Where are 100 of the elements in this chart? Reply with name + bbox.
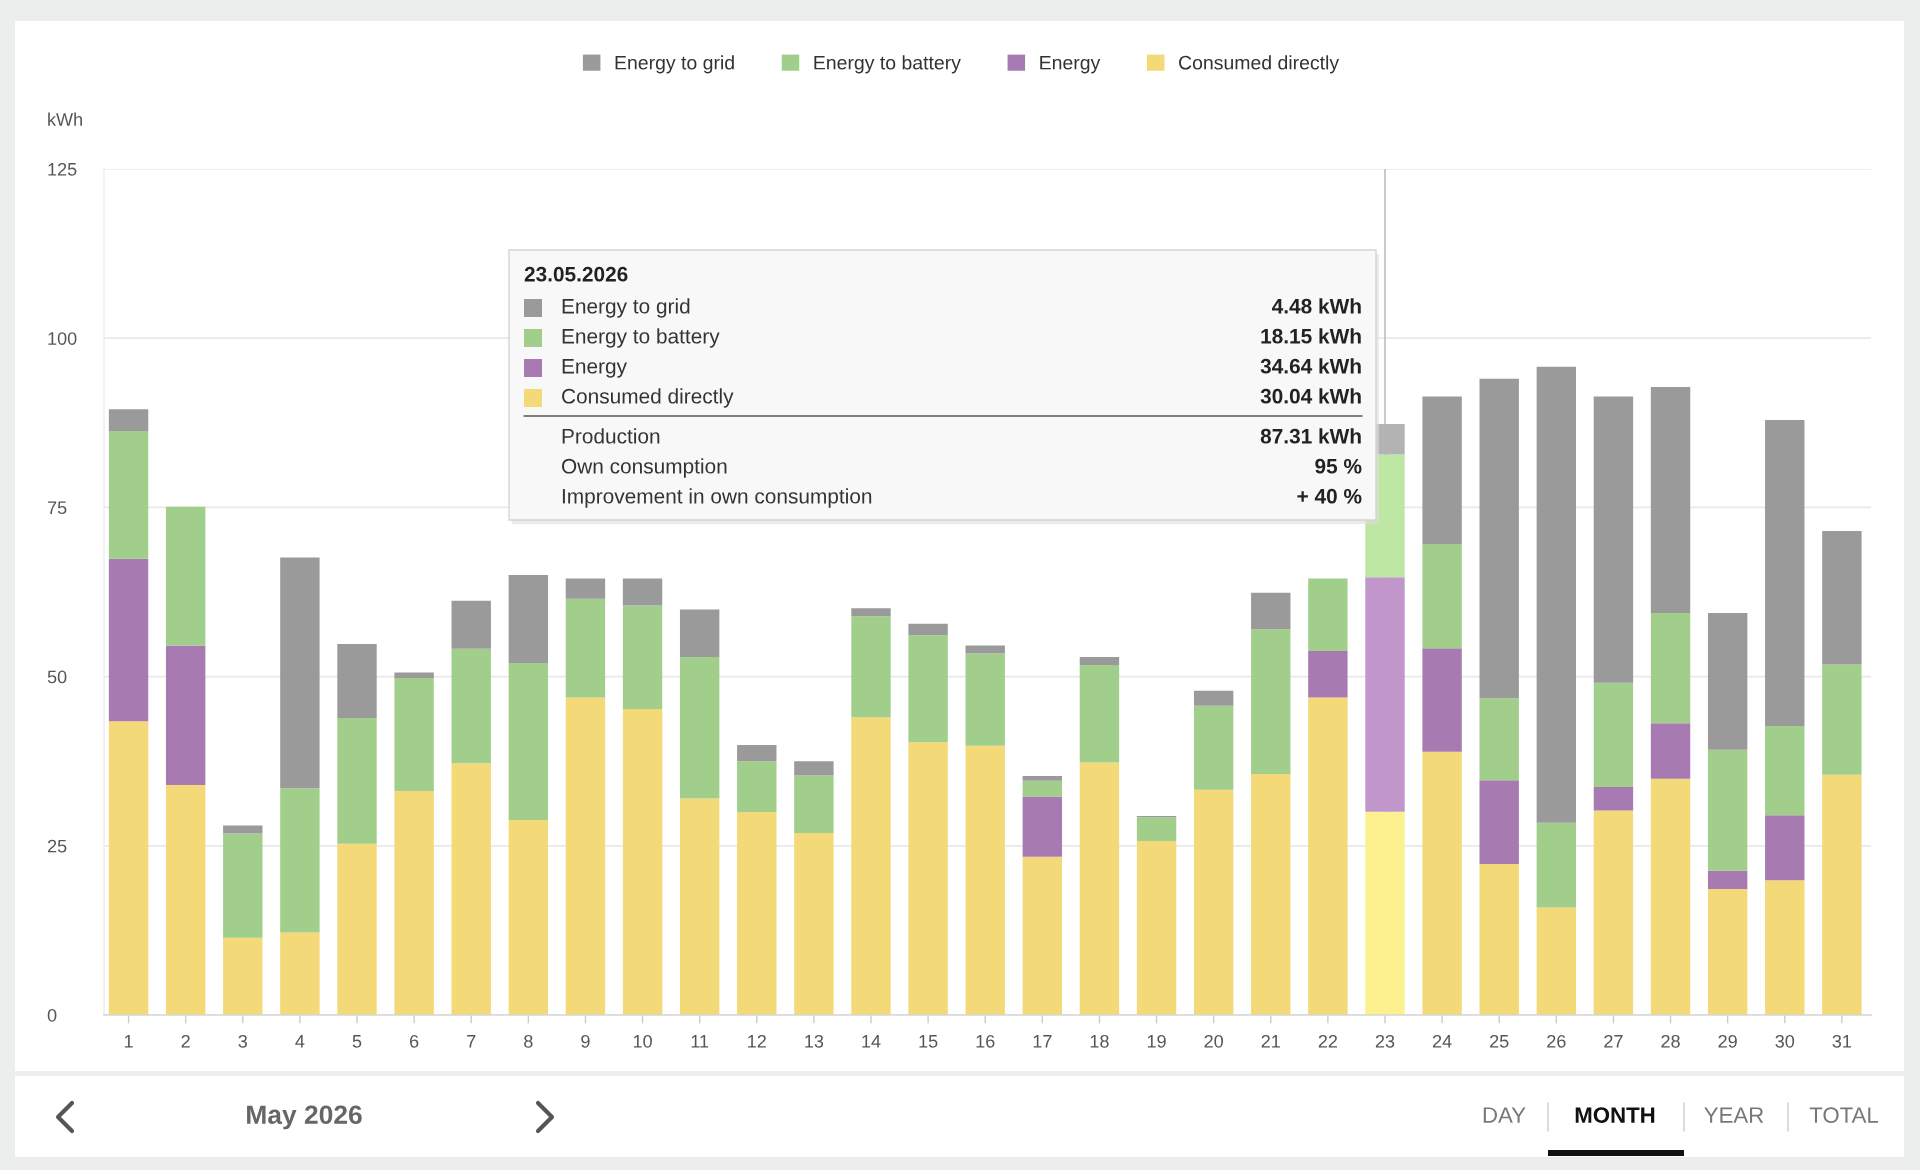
bar	[1251, 774, 1291, 1015]
bar	[1479, 864, 1519, 1015]
bar	[1136, 817, 1177, 842]
bar	[280, 788, 320, 933]
bar	[280, 557, 320, 789]
x-tick-label: 5	[352, 1035, 362, 1048]
x-tick-label: 18	[1090, 1034, 1109, 1048]
bar	[1593, 682, 1634, 787]
bar	[1079, 762, 1120, 1015]
x-tick-label: 29	[1718, 1034, 1737, 1048]
bar	[851, 616, 891, 718]
bar	[1079, 665, 1120, 763]
bar	[737, 811, 777, 1015]
bar	[1650, 723, 1691, 779]
bar	[794, 832, 834, 1015]
annotation: 30.04 kWh	[1260, 388, 1361, 404]
bar	[1765, 420, 1805, 727]
bar	[908, 623, 948, 636]
bar	[508, 663, 549, 821]
x-tick-label: 26	[1547, 1034, 1566, 1048]
bar	[965, 645, 1005, 654]
x-tick-label: 31	[1832, 1034, 1852, 1048]
text: YEAR	[1704, 1107, 1764, 1123]
bar	[679, 656, 720, 799]
bar	[1079, 656, 1120, 666]
legend-label: Energy	[562, 359, 627, 378]
x-tick-label: 11	[691, 1035, 709, 1048]
x-tick-label: 23	[1375, 1034, 1395, 1048]
x-tick-label: 9	[581, 1034, 590, 1048]
x-tick-label: 10	[633, 1034, 652, 1048]
bar	[394, 672, 434, 678]
legend-label: Consumed directly	[562, 388, 734, 408]
bar	[565, 578, 606, 599]
bar	[508, 820, 549, 1015]
bar	[1707, 870, 1748, 890]
text: Energy to battery	[814, 55, 961, 74]
bar	[965, 653, 1005, 746]
text: TOTAL	[1809, 1107, 1879, 1123]
bar	[622, 709, 663, 1015]
x-tick-label: 3	[238, 1034, 248, 1048]
bar	[737, 761, 777, 812]
bar	[737, 744, 777, 762]
x-tick-label: 14	[862, 1035, 881, 1048]
annotation: Production	[562, 428, 660, 444]
text: MONTH	[1575, 1107, 1655, 1123]
text: DAY	[1483, 1107, 1526, 1123]
x-tick-label: 30	[1775, 1034, 1795, 1048]
bar	[1536, 366, 1577, 823]
bar	[1479, 698, 1519, 781]
x-tick-label: 21	[1261, 1034, 1280, 1048]
bar	[394, 677, 434, 791]
y-tick-label: 0	[47, 1008, 57, 1022]
bar	[1422, 396, 1462, 544]
bar	[1422, 751, 1462, 1015]
bar	[1765, 815, 1805, 881]
bar	[794, 761, 834, 776]
bar	[280, 932, 320, 1015]
bar	[1308, 697, 1348, 1015]
bar	[1707, 612, 1748, 750]
bar	[1193, 690, 1234, 706]
bar	[1251, 629, 1291, 775]
bar	[794, 775, 834, 833]
bar	[508, 575, 549, 664]
bar	[108, 430, 149, 559]
bar	[165, 645, 206, 785]
text: May 2026	[247, 1105, 362, 1130]
legend-label: Energy to grid	[562, 298, 690, 318]
x-tick-label: 19	[1147, 1034, 1166, 1048]
bar	[1022, 856, 1063, 1015]
bar	[1650, 386, 1691, 613]
bar	[1650, 612, 1691, 724]
bar	[1251, 592, 1291, 630]
bar	[165, 506, 206, 646]
bar	[337, 717, 377, 844]
x-tick-label: 28	[1661, 1034, 1680, 1048]
bar	[223, 937, 263, 1015]
x-tick-label: 6	[410, 1034, 419, 1048]
bar	[1765, 726, 1805, 816]
x-tick-label: 20	[1204, 1034, 1223, 1048]
bar	[337, 843, 377, 1015]
x-tick-label: 13	[805, 1034, 824, 1048]
annotation: Improvement in own consumption	[562, 488, 872, 508]
text: Energy to grid	[615, 55, 734, 74]
legend-label: Energy to battery	[562, 328, 720, 348]
bar	[1193, 789, 1234, 1015]
y-axis-title: kWh	[48, 112, 82, 126]
bar	[108, 558, 149, 722]
y-tick-label: 75	[47, 501, 67, 515]
x-tick-label: 25	[1490, 1034, 1509, 1048]
annotation: 34.64 kWh	[1260, 358, 1361, 374]
bar	[1479, 780, 1519, 865]
bar	[1193, 705, 1234, 790]
bar	[1593, 810, 1634, 1015]
bar	[1308, 650, 1348, 698]
bar	[1365, 811, 1405, 1015]
y-tick-label: 125	[48, 162, 77, 176]
bar	[1822, 664, 1862, 775]
bar	[851, 608, 891, 617]
bar	[1022, 780, 1063, 797]
bar	[165, 784, 206, 1015]
